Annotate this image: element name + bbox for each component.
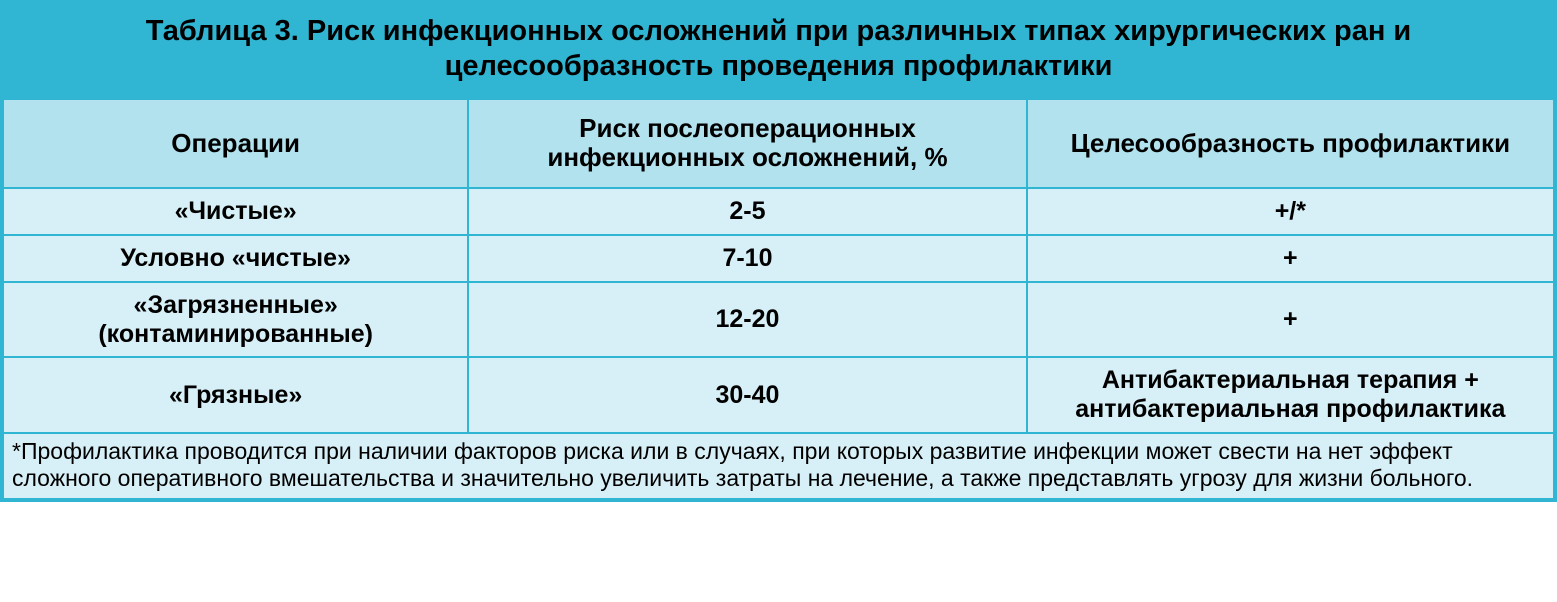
- risk-table: Таблица 3. Риск инфекционных осложнений …: [2, 2, 1555, 500]
- cell-operation: «Чистые»: [3, 188, 468, 235]
- cell-operation: «Загрязненные» (контаминированные): [3, 282, 468, 358]
- table-row: «Грязные» 30-40 Антибактериальная терапи…: [3, 357, 1554, 433]
- col-header-advisability: Целесообразность профилактики: [1027, 99, 1554, 189]
- cell-advisability: +/*: [1027, 188, 1554, 235]
- cell-risk: 12-20: [468, 282, 1026, 358]
- cell-advisability: Антибактериальная терапия + антибактериа…: [1027, 357, 1554, 433]
- table-header-row: Операции Риск послеоперационных инфекцио…: [3, 99, 1554, 189]
- cell-advisability: +: [1027, 282, 1554, 358]
- cell-risk: 2-5: [468, 188, 1026, 235]
- table-footnote-row: *Профилактика проводится при наличии фак…: [3, 433, 1554, 499]
- table-title-row: Таблица 3. Риск инфекционных осложнений …: [3, 3, 1554, 99]
- table-row: Условно «чистые» 7-10 +: [3, 235, 1554, 282]
- cell-operation: Условно «чистые»: [3, 235, 468, 282]
- cell-risk: 30-40: [468, 357, 1026, 433]
- col-header-risk: Риск послеоперационных инфекционных осло…: [468, 99, 1026, 189]
- cell-advisability: +: [1027, 235, 1554, 282]
- table-title: Таблица 3. Риск инфекционных осложнений …: [3, 3, 1554, 99]
- table-wrapper: Таблица 3. Риск инфекционных осложнений …: [0, 0, 1557, 502]
- table-row: «Загрязненные» (контаминированные) 12-20…: [3, 282, 1554, 358]
- col-header-operations: Операции: [3, 99, 468, 189]
- cell-risk: 7-10: [468, 235, 1026, 282]
- table-row: «Чистые» 2-5 +/*: [3, 188, 1554, 235]
- table-footnote: *Профилактика проводится при наличии фак…: [3, 433, 1554, 499]
- cell-operation: «Грязные»: [3, 357, 468, 433]
